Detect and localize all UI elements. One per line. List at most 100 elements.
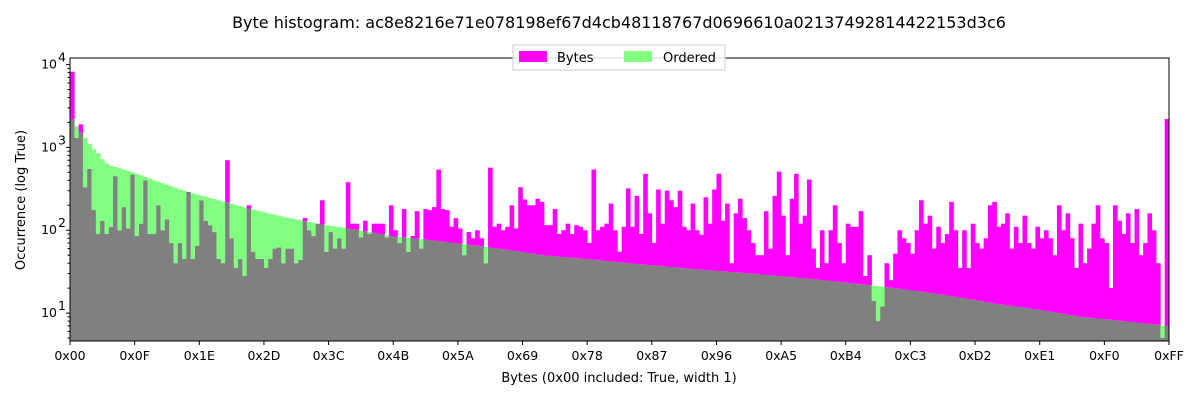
bar-overlap: [897, 288, 903, 341]
bar-bytes: [479, 238, 485, 247]
bar-bytes: [569, 234, 575, 258]
bar-ordered: [324, 225, 329, 252]
bar-bytes: [1112, 205, 1118, 321]
bar-bytes: [1009, 248, 1015, 306]
bar-ordered: [259, 211, 265, 259]
y-tick-label: 10: [41, 139, 57, 154]
bar-bytes: [509, 205, 515, 251]
bar-bytes: [582, 230, 588, 259]
y-tick-exponent: 2: [58, 215, 66, 230]
bar-overlap: [518, 251, 523, 341]
bar-overlap: [867, 285, 872, 341]
bar-overlap: [992, 303, 997, 341]
bar-bytes: [1147, 213, 1153, 324]
legend-swatch-bytes: [519, 51, 547, 62]
x-tick-label: 0x96: [701, 348, 732, 363]
x-tick-label: 0x5A: [442, 348, 474, 363]
x-tick-label: 0xB4: [830, 348, 862, 363]
bar-bytes: [940, 243, 946, 295]
bar-overlap: [406, 251, 411, 341]
bar-ordered: [169, 186, 174, 244]
bar-bytes: [712, 189, 717, 271]
bar-overlap: [1164, 325, 1170, 341]
bar-bytes: [522, 199, 528, 253]
bar-overlap: [190, 258, 196, 341]
bar-ordered: [281, 216, 286, 264]
bar-overlap: [358, 237, 364, 341]
bar-overlap: [854, 283, 859, 341]
bar-ordered: [117, 168, 123, 231]
y-tick-exponent: 3: [58, 132, 66, 147]
bar-overlap: [354, 229, 360, 341]
bar-ordered: [332, 226, 338, 249]
bar-overlap: [436, 241, 441, 341]
bar-overlap: [595, 260, 601, 341]
bar-overlap: [186, 191, 191, 341]
bar-overlap: [466, 244, 472, 341]
bar-overlap: [544, 255, 549, 341]
bar-overlap: [419, 248, 424, 341]
bar-overlap: [488, 247, 493, 341]
bar-ordered: [307, 221, 312, 231]
x-tick-label: 0xA5: [765, 348, 797, 363]
bar-bytes: [1056, 205, 1062, 314]
x-tick-label: 0x69: [507, 348, 538, 363]
bar-overlap: [397, 243, 403, 341]
bar-ordered: [203, 196, 209, 221]
bar-overlap: [888, 287, 894, 341]
bar-overlap: [164, 219, 170, 341]
bar-bytes: [1069, 238, 1075, 316]
bar-overlap: [742, 273, 747, 341]
bar-bytes: [302, 218, 308, 222]
bar-overlap: [229, 238, 235, 341]
bar-bytes: [363, 220, 368, 232]
bar-bytes: [427, 210, 433, 241]
bar-overlap: [647, 265, 653, 341]
bar-overlap: [169, 243, 174, 341]
bar-ordered: [212, 199, 217, 233]
bar-overlap: [328, 232, 334, 341]
x-tick-label: 0x3C: [313, 348, 345, 363]
bar-overlap: [199, 200, 204, 341]
bar-bytes: [681, 226, 687, 269]
bar-bytes: [906, 243, 911, 290]
bar-bytes: [806, 179, 812, 279]
bar-bytes: [401, 209, 407, 238]
bar-bytes: [371, 223, 377, 233]
bar-bytes: [1035, 226, 1041, 310]
bar-overlap: [832, 281, 838, 341]
bar-bytes: [690, 203, 696, 270]
bar-overlap: [207, 225, 213, 341]
bar-overlap: [70, 119, 75, 341]
bar-overlap: [177, 243, 183, 341]
bar-bytes: [1134, 209, 1140, 323]
bar-overlap: [100, 220, 105, 341]
bar-overlap: [845, 282, 851, 341]
bar-overlap: [604, 261, 610, 341]
bar-overlap: [121, 207, 127, 341]
bar-overlap: [987, 302, 993, 341]
bar-overlap: [768, 275, 773, 341]
bar-overlap: [138, 223, 144, 341]
bar-ordered: [138, 175, 144, 224]
bar-bytes: [819, 230, 825, 281]
bar-overlap: [557, 256, 562, 341]
bar-ordered: [483, 246, 489, 264]
bar-bytes: [488, 167, 493, 248]
bar-bytes: [837, 243, 842, 282]
bar-bytes: [350, 223, 355, 230]
bar-ordered: [100, 159, 105, 221]
bar-ordered: [294, 219, 299, 264]
bar-overlap: [285, 248, 291, 341]
bar-overlap: [1035, 309, 1041, 341]
bar-bytes: [634, 195, 640, 264]
bar-overlap: [806, 278, 812, 341]
bar-overlap: [1078, 316, 1084, 341]
bar-overlap: [522, 252, 528, 341]
bar-overlap: [703, 270, 709, 341]
bar-overlap: [811, 279, 816, 341]
bar-bytes: [466, 232, 472, 245]
bar-ordered: [207, 197, 213, 226]
bar-overlap: [781, 276, 786, 341]
bar-overlap: [893, 288, 898, 341]
